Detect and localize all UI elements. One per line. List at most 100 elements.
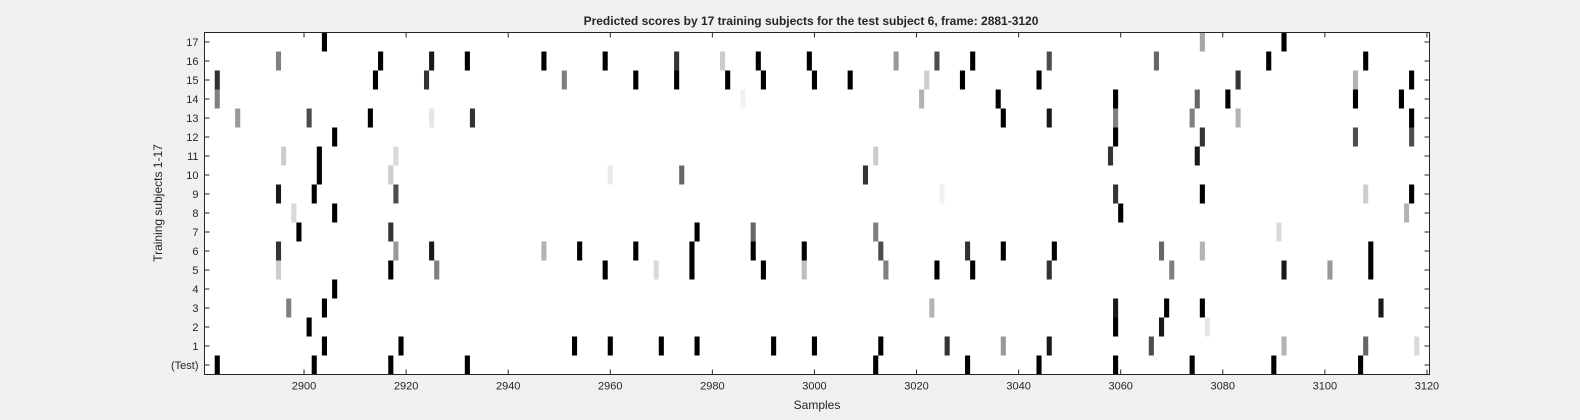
heatmap-cell — [1363, 336, 1369, 356]
heatmap-cell — [1414, 336, 1420, 356]
heatmap-cell — [1113, 127, 1119, 147]
y-tick-label: 13 — [186, 113, 198, 125]
x-tick-label: 3020 — [904, 381, 928, 393]
y-tick-label: 16 — [186, 56, 198, 68]
heatmap-cell — [1148, 336, 1154, 356]
heatmap-cell — [674, 70, 680, 90]
heatmap-cell — [1363, 51, 1369, 71]
heatmap-cell — [1113, 108, 1119, 128]
y-tick-label: 10 — [186, 170, 198, 182]
heatmap-cell — [1409, 127, 1415, 147]
heatmap-cell — [607, 336, 613, 356]
heatmap-cell — [464, 51, 470, 71]
x-tick-label: 2980 — [700, 381, 724, 393]
heatmap-cell — [393, 184, 399, 204]
heatmap-cell — [1000, 241, 1006, 261]
y-tick-label: 4 — [192, 284, 198, 296]
x-tick-label: 3060 — [1108, 381, 1132, 393]
heatmap-cell — [811, 70, 817, 90]
heatmap-cell — [235, 108, 241, 128]
heatmap-cell — [388, 355, 394, 375]
heatmap-cell — [607, 165, 613, 185]
heatmap-cell — [760, 70, 766, 90]
heatmap-cell — [214, 70, 220, 90]
heatmap-cell — [1409, 70, 1415, 90]
heatmap-cell — [878, 241, 884, 261]
heatmap-cell — [321, 336, 327, 356]
heatmap-cell — [332, 279, 338, 299]
heatmap-cell — [1000, 108, 1006, 128]
x-tick-label: 2940 — [496, 381, 520, 393]
chart-title: Predicted scores by 17 training subjects… — [584, 14, 1039, 28]
heatmap-cell — [388, 165, 394, 185]
heatmap-cell — [1189, 108, 1195, 128]
heatmap-cell — [1235, 108, 1241, 128]
x-axis-ticks: 2900 2920 2940 2960 2980 3000 3020 3040 3060 3080… — [292, 32, 1439, 393]
y-tick-label: 9 — [192, 189, 198, 201]
heatmap-cell — [1199, 298, 1205, 318]
heatmap-cell — [1113, 317, 1119, 337]
heatmap-cell — [750, 241, 756, 261]
heatmap-cell — [469, 108, 476, 128]
heatmap-cell — [694, 222, 700, 242]
heatmap-cell — [398, 336, 404, 356]
heatmap-cell — [311, 355, 317, 375]
heatmap-cell — [934, 51, 940, 71]
heatmap-cell — [577, 241, 583, 261]
heatmap-cell — [1235, 70, 1241, 90]
heatmap-cell — [944, 336, 950, 356]
y-tick-label: 14 — [186, 94, 198, 106]
heatmap-cell — [1113, 184, 1119, 204]
heatmap-cell — [633, 70, 639, 90]
x-tick-label: 3040 — [1006, 381, 1030, 393]
heatmap-cell — [378, 51, 384, 71]
heatmap-cell — [1194, 89, 1200, 109]
heatmap-cell — [429, 51, 435, 71]
heatmap-cell — [674, 51, 680, 71]
y-axis-label: Training subjects 1-17 — [151, 144, 165, 262]
heatmap-cell — [275, 260, 282, 280]
heatmap-cell — [995, 89, 1001, 109]
heatmap-cell — [1113, 355, 1119, 375]
y-tick-label: 7 — [192, 227, 198, 239]
heatmap-cell — [541, 241, 547, 261]
heatmap-cell — [296, 222, 302, 242]
heatmap-cell — [740, 89, 746, 109]
heatmap-cell — [1189, 355, 1195, 375]
heatmap-cell — [429, 108, 435, 128]
heatmap-cell — [311, 184, 317, 204]
y-tick-label: 3 — [192, 303, 198, 315]
heatmap-cell — [755, 51, 761, 71]
heatmap-cell — [572, 336, 578, 356]
y-tick-label: 12 — [186, 132, 198, 144]
heatmap-cell — [893, 51, 899, 71]
heatmap-cell — [306, 108, 312, 128]
heatmap-cell — [1327, 260, 1333, 280]
x-tick-label: 2920 — [394, 381, 418, 393]
heatmap-cell — [1363, 184, 1369, 204]
heatmap-cell — [393, 146, 399, 166]
heatmap-cell — [1409, 184, 1415, 204]
heatmap-cell — [602, 260, 608, 280]
heatmap-cell — [388, 222, 394, 242]
heatmap-cell — [653, 260, 659, 280]
x-tick-label: 3120 — [1415, 381, 1439, 393]
heatmap-cell — [1113, 89, 1119, 109]
heatmap-cell — [1352, 70, 1359, 90]
heatmap-cell — [806, 51, 812, 71]
heatmap-cell — [275, 184, 282, 204]
heatmap-cell — [1158, 241, 1165, 261]
heatmap-cell — [1358, 355, 1364, 375]
heatmap-cell — [873, 146, 879, 166]
heatmap-cell — [1000, 336, 1006, 356]
x-tick-label: 3080 — [1211, 381, 1235, 393]
heatmap-cells — [214, 32, 1420, 375]
x-tick-label: 2900 — [292, 381, 316, 393]
heatmap-cell — [1169, 260, 1175, 280]
heatmap-cell — [750, 222, 756, 242]
heatmap-cell — [1046, 51, 1052, 71]
heatmap-cell — [1036, 355, 1042, 375]
heatmap-cell — [316, 146, 322, 166]
